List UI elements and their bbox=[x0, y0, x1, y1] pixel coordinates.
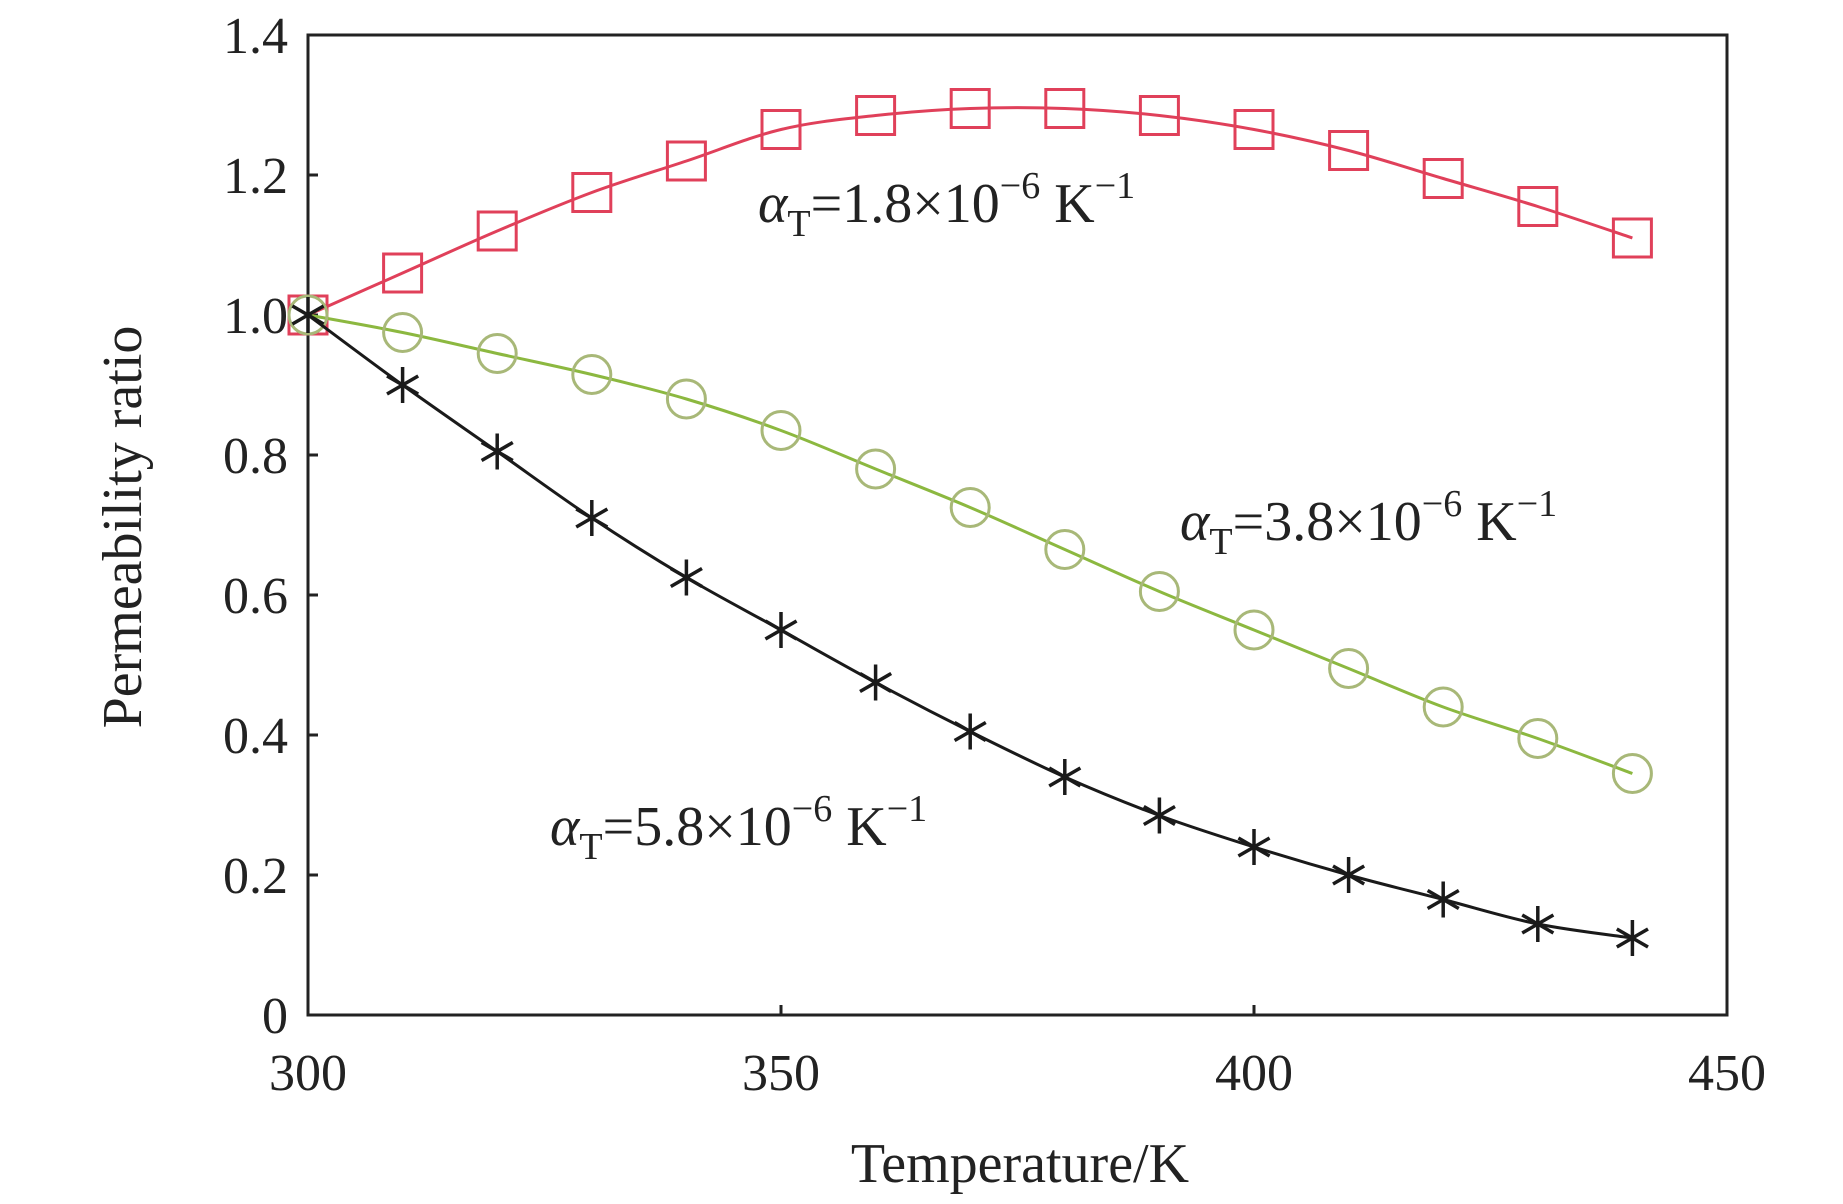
series-label-3-unit-exponent: −1 bbox=[887, 788, 927, 830]
series-label-3-unit: K bbox=[832, 796, 886, 858]
data-point bbox=[287, 294, 329, 336]
data-point bbox=[1048, 759, 1082, 795]
series-2-line bbox=[307, 313, 1633, 775]
data-point bbox=[1426, 881, 1460, 918]
data-point bbox=[1517, 186, 1559, 227]
y-tick-label: 0.4 bbox=[223, 708, 288, 765]
y-axis-title: Permeability ratio bbox=[92, 326, 154, 729]
series-label-3-subscript: T bbox=[579, 826, 602, 868]
x-tick-label: 350 bbox=[742, 1045, 820, 1102]
data-point bbox=[953, 713, 987, 750]
data-point bbox=[476, 333, 518, 374]
data-point bbox=[855, 448, 897, 490]
data-point bbox=[665, 378, 707, 420]
data-point bbox=[476, 210, 518, 252]
data-point bbox=[1422, 686, 1464, 728]
y-tick-label: 1.4 bbox=[223, 8, 288, 65]
data-point bbox=[1044, 88, 1086, 129]
series-1-line bbox=[307, 106, 1633, 317]
y-tick-label: 1.0 bbox=[223, 288, 288, 345]
series-label-1-value: =1.8×10 bbox=[811, 173, 1000, 235]
data-point bbox=[1422, 158, 1464, 199]
x-tick-label: 400 bbox=[1215, 1045, 1293, 1102]
data-point bbox=[764, 612, 798, 648]
series-3-line bbox=[307, 313, 1633, 940]
series-label-3-value: =5.8×10 bbox=[603, 796, 792, 858]
series-label-2-unit: K bbox=[1462, 491, 1516, 553]
data-point bbox=[1517, 718, 1559, 759]
series-label-3-symbol: α bbox=[550, 796, 581, 858]
data-point bbox=[1142, 797, 1176, 834]
series-label-2-symbol: α bbox=[1180, 491, 1211, 553]
series-label-1: αT=1.8×10−6 K−1 bbox=[758, 165, 1135, 245]
data-point bbox=[1332, 857, 1366, 893]
series-label-2-unit-exponent: −1 bbox=[1517, 483, 1557, 525]
data-point bbox=[760, 410, 802, 451]
series-label-3: αT=5.8×10−6 K−1 bbox=[550, 788, 927, 868]
data-point bbox=[855, 95, 897, 136]
data-point bbox=[386, 367, 420, 403]
data-point bbox=[291, 297, 325, 333]
y-tick-label: 0.6 bbox=[223, 568, 288, 625]
data-point bbox=[1328, 130, 1370, 171]
data-point bbox=[382, 312, 424, 353]
series-2 bbox=[287, 294, 1653, 794]
series-label-3-exponent: −6 bbox=[792, 788, 832, 830]
series-label-2-exponent: −6 bbox=[1422, 483, 1462, 525]
data-point bbox=[1237, 829, 1271, 865]
data-point bbox=[949, 88, 991, 129]
data-point bbox=[665, 140, 707, 182]
data-point bbox=[859, 664, 893, 701]
y-tick-label: 0.8 bbox=[223, 428, 288, 485]
data-point bbox=[1521, 906, 1555, 942]
data-point bbox=[575, 500, 609, 536]
plot-frame bbox=[306, 33, 1729, 1017]
x-axis-title: Temperature/K bbox=[851, 1133, 1189, 1195]
data-point bbox=[1328, 648, 1370, 689]
series-label-2-subscript: T bbox=[1209, 521, 1232, 563]
data-point bbox=[760, 109, 802, 150]
series-label-2-value: =3.8×10 bbox=[1233, 491, 1422, 553]
series-1 bbox=[287, 88, 1653, 336]
series-label-1-unit-exponent: −1 bbox=[1095, 165, 1135, 207]
x-tick-label: 300 bbox=[269, 1045, 347, 1102]
data-point bbox=[1611, 753, 1653, 794]
series-label-2: αT=3.8×10−6 K−1 bbox=[1180, 483, 1557, 563]
series-label-1-exponent: −6 bbox=[1000, 165, 1040, 207]
data-point bbox=[571, 354, 613, 395]
y-tick-label: 0 bbox=[262, 988, 288, 1045]
series-layer bbox=[287, 88, 1653, 956]
data-point bbox=[382, 252, 424, 294]
data-point bbox=[1615, 920, 1649, 956]
series-label-1-subscript: T bbox=[787, 203, 810, 245]
axes bbox=[306, 33, 1729, 1017]
data-point bbox=[571, 172, 613, 213]
data-point bbox=[1138, 571, 1180, 612]
series-label-1-unit: K bbox=[1040, 173, 1094, 235]
data-point bbox=[1138, 95, 1180, 136]
y-tick-label: 0.2 bbox=[223, 848, 288, 905]
data-point bbox=[1233, 109, 1275, 150]
data-point bbox=[669, 559, 703, 596]
series-label-1-symbol: α bbox=[758, 173, 789, 235]
data-point bbox=[1611, 217, 1653, 259]
data-point bbox=[480, 433, 514, 470]
x-tick-label: 450 bbox=[1688, 1045, 1766, 1102]
data-point bbox=[1233, 609, 1275, 651]
data-point bbox=[949, 487, 991, 528]
series-3 bbox=[291, 297, 1649, 956]
y-tick-label: 1.2 bbox=[223, 148, 288, 205]
data-point bbox=[1044, 529, 1086, 570]
